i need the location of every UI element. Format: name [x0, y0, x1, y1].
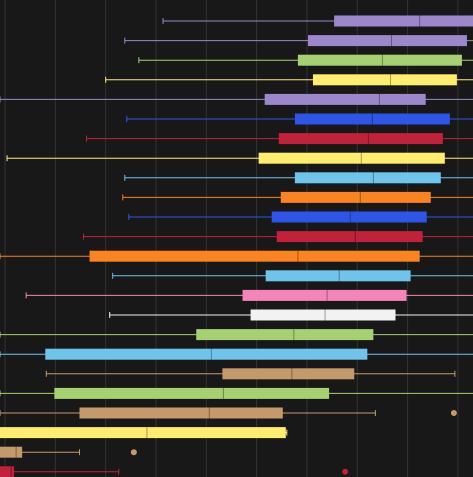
iqr-box: [307, 35, 467, 47]
box-series-17: [0, 329, 473, 341]
box-series-22: [0, 427, 288, 439]
box-series-15: [25, 289, 473, 301]
iqr-box: [294, 172, 441, 184]
iqr-box: [276, 231, 423, 243]
box-series-18: [0, 348, 473, 360]
box-series-12: [83, 231, 473, 243]
iqr-box: [294, 113, 450, 125]
box-series-1: [162, 15, 473, 27]
iqr-box: [222, 368, 355, 380]
box-series-8: [6, 152, 473, 164]
box-series-20: [0, 387, 473, 399]
iqr-box: [280, 191, 431, 203]
iqr-box: [312, 74, 457, 86]
iqr-box: [334, 15, 473, 27]
iqr-box: [79, 407, 283, 419]
iqr-box: [242, 289, 407, 301]
outlier-point: [130, 449, 137, 456]
iqr-box: [271, 211, 427, 223]
box-series-21: [0, 407, 457, 419]
iqr-box: [196, 329, 374, 341]
iqr-box: [250, 309, 396, 321]
iqr-box: [0, 446, 23, 458]
box-series-7: [86, 133, 473, 145]
outlier-point: [450, 410, 457, 416]
outlier-point: [342, 468, 349, 475]
box-series-3: [138, 54, 473, 66]
box-series-16: [109, 309, 473, 321]
iqr-box: [258, 152, 445, 164]
box-series-19: [45, 368, 456, 380]
box-series-2: [124, 35, 473, 47]
box-series-23: [0, 446, 137, 458]
box-series-6: [126, 113, 473, 125]
box-series-4: [105, 74, 473, 86]
iqr-box: [54, 387, 330, 399]
iqr-box: [45, 348, 368, 360]
iqr-box: [89, 250, 420, 262]
box-series-9: [124, 172, 473, 184]
box-series-24: [0, 466, 349, 477]
box-series-14: [112, 270, 473, 282]
box-series-11: [128, 211, 473, 223]
box-series-5: [0, 93, 473, 105]
iqr-box: [0, 466, 15, 477]
box-series-group: [0, 15, 473, 477]
iqr-box: [0, 427, 286, 439]
iqr-box: [278, 133, 443, 145]
box-series-13: [0, 250, 473, 262]
iqr-box: [297, 54, 462, 66]
iqr-box: [264, 93, 426, 105]
iqr-box: [265, 270, 411, 282]
box-series-10: [122, 191, 473, 203]
